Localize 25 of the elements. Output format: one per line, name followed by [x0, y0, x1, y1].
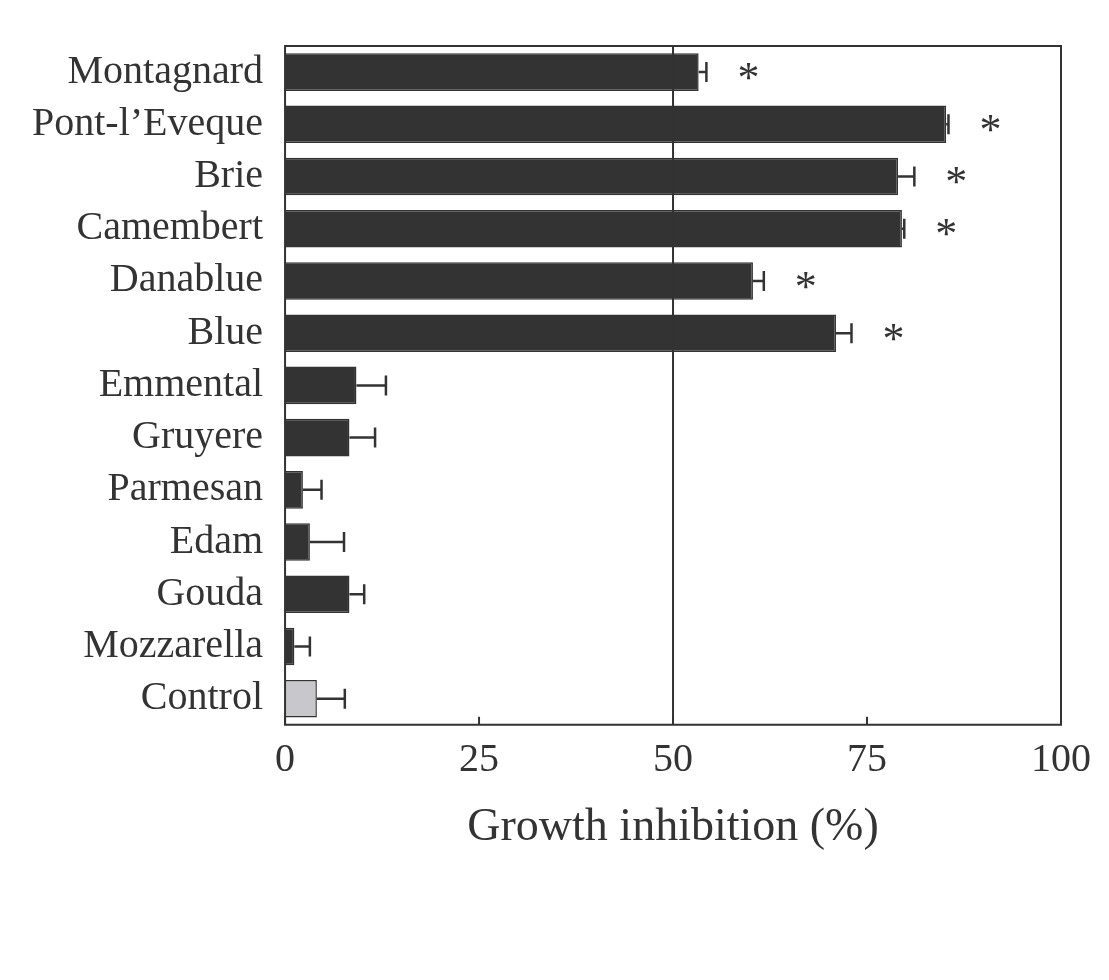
- annotation: *: [737, 52, 760, 102]
- y-tick-label: Pont-l’Eveque: [31, 98, 264, 144]
- y-tick-label: Edam: [169, 516, 264, 562]
- annotation: *: [935, 209, 958, 259]
- y-tick-label: Blue: [187, 307, 264, 353]
- y-tick-label: Gruyere: [132, 412, 264, 458]
- y-tick-label: Brie: [194, 151, 264, 197]
- y-tick-label: Control: [140, 673, 264, 719]
- y-tick-label: Emmental: [98, 359, 264, 405]
- annotation: *: [945, 157, 968, 207]
- y-tick-label: Camembert: [76, 203, 264, 249]
- y-tick-label: Danablue: [109, 255, 264, 301]
- x-tick-label: 0: [275, 735, 296, 781]
- x-tick-label: 75: [847, 735, 888, 781]
- y-tick-label: Parmesan: [107, 464, 264, 510]
- x-tick-label: 100: [1031, 735, 1091, 781]
- y-tick-label: Gouda: [156, 568, 264, 614]
- x-axis-title: Growth inhibition (%): [467, 799, 879, 851]
- x-tick-label: 50: [653, 735, 694, 781]
- y-tick-label: Mozzarella: [83, 620, 264, 666]
- y-tick-label: Montagnard: [67, 46, 264, 92]
- annotation: *: [882, 313, 905, 363]
- x-tick-label: 25: [459, 735, 500, 781]
- annotation: *: [794, 261, 817, 311]
- annotation: *: [979, 104, 1002, 154]
